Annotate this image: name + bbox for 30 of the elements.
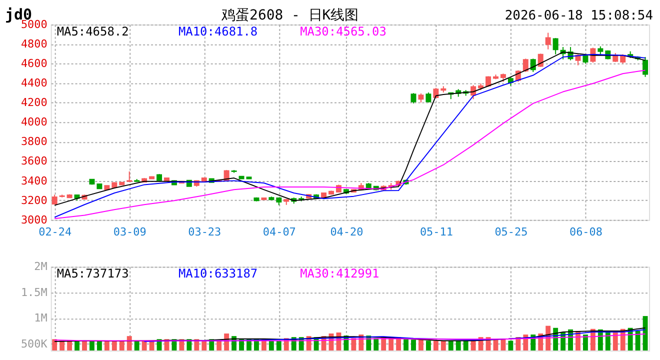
text: MA30:4565.03 [300, 24, 386, 38]
x-tick-label: 04-07 [262, 225, 296, 238]
x-tick-label: 06-08 [569, 225, 602, 238]
text: MA5:4658.2 [56, 24, 129, 38]
y-tick-label: 3800 [20, 135, 48, 148]
x-tick-label: 04-20 [330, 225, 364, 238]
y-tick-label: 3400 [20, 174, 48, 188]
y-tick-label: 4600 [20, 57, 48, 70]
x-tick-label: 02-24 [38, 225, 72, 238]
y-tick-label: 3600 [20, 154, 48, 168]
y-tick-label: 1M [34, 312, 48, 325]
x-tick-label: 05-25 [494, 225, 528, 238]
x-tick-label: 03-09 [113, 225, 146, 238]
y-tick-label: 4200 [20, 96, 48, 110]
text: MA30:412991 [300, 266, 380, 281]
y-tick-label: 4400 [20, 76, 48, 90]
text: MA10:633187 [178, 266, 258, 281]
y-tick-label: 500K [20, 337, 48, 350]
x-tick-label: 05-11 [420, 225, 453, 238]
y-tick-label: 4000 [20, 116, 48, 129]
x-tick-label: 03-23 [188, 225, 222, 238]
y-tick-label: 3000 [20, 213, 48, 226]
chart-title: 鸡蛋2608 - 日K线图 [220, 7, 359, 24]
y-tick-label: 2M [34, 260, 48, 274]
y-tick-label: 1.5M [20, 286, 48, 299]
y-tick-label: 4800 [20, 37, 48, 50]
text: 2026-06-18 15:08:54 [504, 8, 654, 24]
y-tick-label: 3200 [20, 194, 48, 207]
text: MA5:737173 [56, 266, 129, 281]
text: MA10:4681.8 [178, 24, 258, 38]
